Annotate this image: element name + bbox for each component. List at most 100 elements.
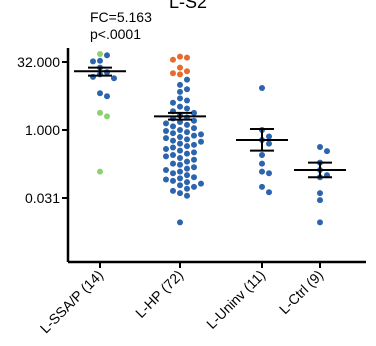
data-point xyxy=(97,57,103,64)
data-point xyxy=(177,161,183,168)
data-point xyxy=(177,168,183,175)
p-value-annotation: p<.0001 xyxy=(90,26,141,42)
data-point xyxy=(184,143,190,150)
data-point xyxy=(104,113,110,120)
y-tick-label: 0.031 xyxy=(25,190,60,206)
data-point xyxy=(184,172,190,179)
data-point xyxy=(184,54,190,61)
fold-change-annotation: FC=5.163 xyxy=(90,9,152,25)
data-point xyxy=(163,153,169,160)
data-point xyxy=(104,69,110,76)
x-tick-label: L-Ctrl (9) xyxy=(276,267,326,317)
data-point xyxy=(184,158,190,165)
data-point xyxy=(163,145,169,152)
x-tick-label: L-SSA/P (14) xyxy=(37,267,106,336)
data-point xyxy=(184,185,190,192)
y-tick-label: 1.000 xyxy=(25,122,60,138)
data-point xyxy=(191,132,197,139)
data-point xyxy=(191,183,197,190)
data-point xyxy=(177,175,183,182)
data-point xyxy=(317,197,323,204)
data-point xyxy=(163,135,169,142)
data-point xyxy=(177,190,183,197)
data-point xyxy=(177,88,183,95)
data-point xyxy=(259,168,265,175)
data-point xyxy=(177,182,183,189)
data-point xyxy=(259,151,265,158)
data-point xyxy=(259,160,265,167)
data-point xyxy=(170,170,176,177)
data-point xyxy=(170,130,176,137)
data-point xyxy=(184,165,190,172)
data-point xyxy=(259,183,265,190)
data-point xyxy=(177,71,183,78)
data-point xyxy=(191,125,197,132)
data-point xyxy=(104,52,110,59)
data-point xyxy=(184,68,190,75)
data-point xyxy=(177,95,183,102)
data-point xyxy=(170,151,176,158)
data-point xyxy=(184,86,190,93)
data-point xyxy=(163,167,169,174)
data-point xyxy=(97,168,103,175)
data-point xyxy=(170,137,176,144)
data-point xyxy=(163,176,169,183)
data-point xyxy=(177,81,183,88)
data-point xyxy=(184,97,190,104)
data-point xyxy=(177,219,183,226)
data-point xyxy=(170,56,176,63)
data-point xyxy=(170,160,176,167)
data-point xyxy=(191,149,197,156)
data-point xyxy=(191,164,197,171)
data-point xyxy=(170,177,176,184)
data-point xyxy=(266,189,272,196)
data-point xyxy=(163,120,169,127)
data-point xyxy=(177,140,183,147)
data-point xyxy=(184,105,190,112)
data-point xyxy=(266,133,272,140)
data-point xyxy=(191,117,197,124)
data-point xyxy=(97,109,103,116)
data-point xyxy=(317,144,323,151)
data-point xyxy=(266,170,272,177)
data-point xyxy=(184,76,190,83)
data-point xyxy=(177,147,183,154)
data-point xyxy=(184,129,190,136)
data-point xyxy=(198,131,204,138)
data-point xyxy=(170,187,176,194)
y-tick-label: 32.000 xyxy=(17,54,60,70)
data-point xyxy=(198,180,204,187)
data-point xyxy=(163,128,169,135)
data-point xyxy=(198,138,204,145)
data-point xyxy=(191,109,197,116)
data-point xyxy=(317,219,323,226)
data-point xyxy=(170,70,176,77)
data-point xyxy=(184,150,190,157)
x-tick-label: L-HP (72) xyxy=(132,267,186,321)
x-tick-label: L-Uninv (11) xyxy=(203,267,268,332)
data-point xyxy=(184,136,190,143)
data-point xyxy=(177,127,183,133)
data-point xyxy=(177,64,183,71)
data-point xyxy=(177,53,183,60)
chart-title: L-S2 xyxy=(169,0,207,12)
data-point xyxy=(170,123,176,130)
data-point xyxy=(170,99,176,106)
data-point xyxy=(259,85,265,92)
data-point xyxy=(177,103,183,110)
data-point xyxy=(191,156,197,163)
data-point xyxy=(170,144,176,151)
data-point xyxy=(177,155,183,162)
data-point xyxy=(184,121,190,128)
data-point xyxy=(97,51,103,58)
data-point xyxy=(90,58,96,65)
data-point xyxy=(324,148,330,155)
data-point xyxy=(266,140,272,147)
data-point xyxy=(191,174,197,181)
data-point xyxy=(191,141,197,148)
data-point xyxy=(111,75,117,82)
data-point xyxy=(97,90,103,97)
data-point xyxy=(184,179,190,186)
data-point xyxy=(317,190,323,197)
